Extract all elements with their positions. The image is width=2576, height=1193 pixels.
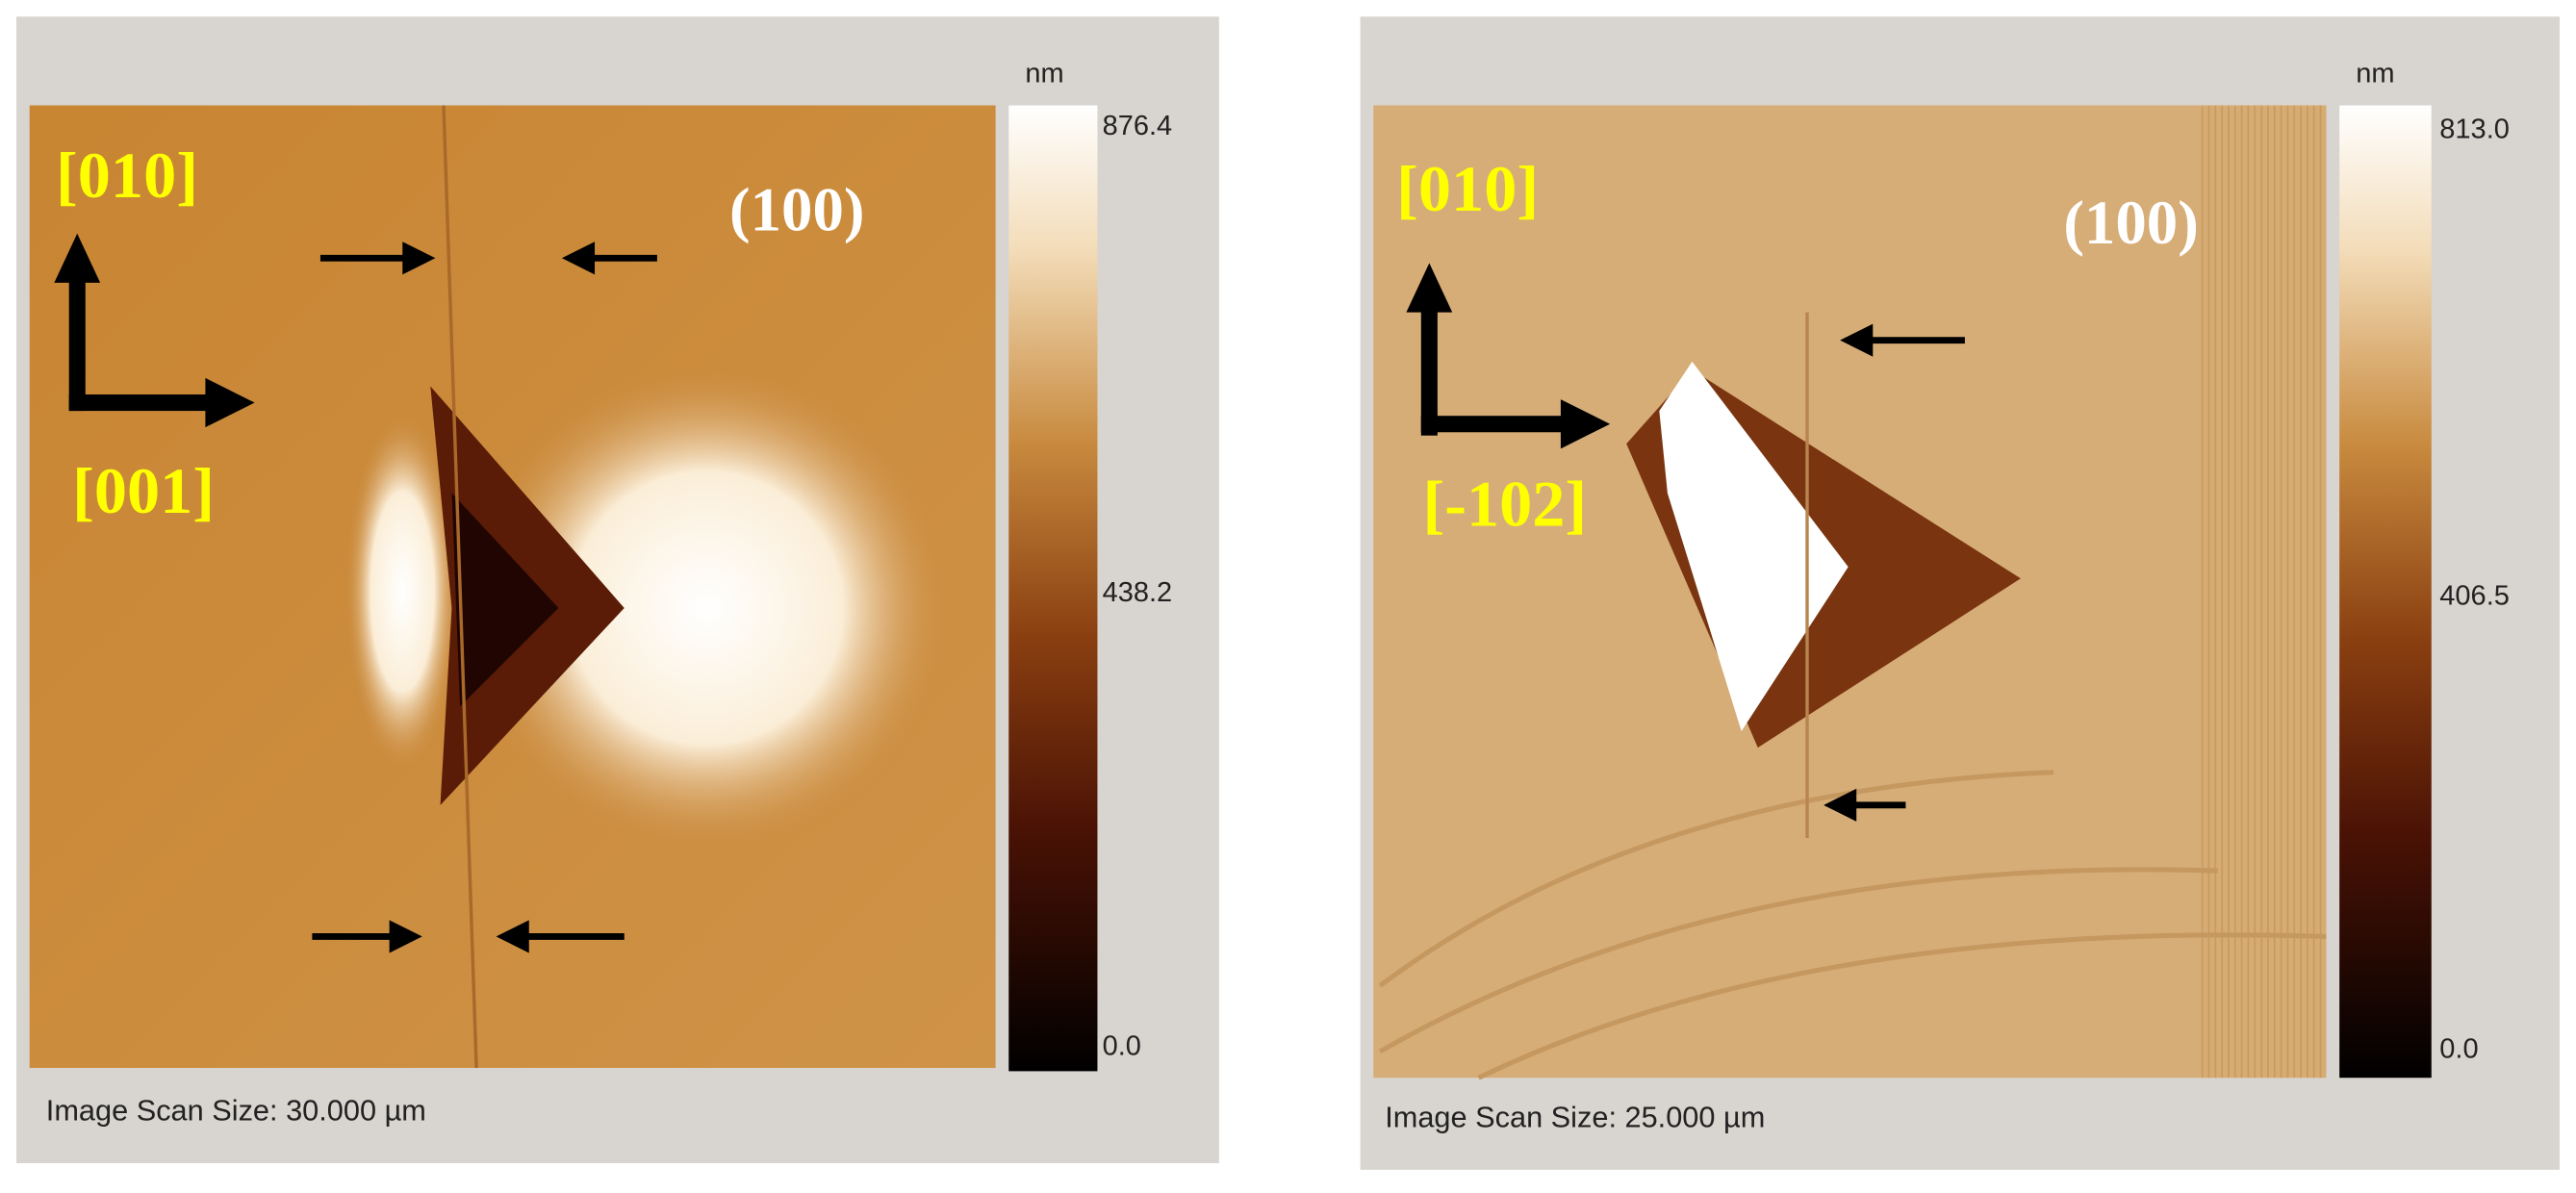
axes-arrows: [1406, 263, 1611, 449]
terraces: [1378, 770, 2327, 1080]
arrows: [312, 241, 657, 953]
crack: [442, 105, 478, 1069]
direction-label: [010]: [1396, 152, 1539, 225]
arrows: [1824, 323, 1965, 822]
colorbar-label: 406.5: [2439, 581, 2510, 612]
direction-label: [-102]: [1422, 468, 1587, 541]
indent: [1659, 361, 1849, 731]
unit: nm: [2356, 59, 2394, 89]
plane-label: (100): [2063, 189, 2199, 258]
colorbar-label: 0.0: [1103, 1030, 1141, 1061]
scan-lines: [2201, 105, 2327, 1079]
axes-arrows: [54, 233, 255, 428]
unit: nm: [1025, 59, 1063, 89]
plane-label: (100): [729, 175, 865, 244]
panel-right: nm 813.0 406.5 0.0 Image Scan Size: 25.0…: [1360, 16, 2560, 1170]
colorbar-label: 876.4: [1103, 111, 1173, 141]
colorbar: [1008, 105, 1098, 1072]
scan-size: Image Scan Size: 25.000 µm: [1385, 1100, 1765, 1133]
indent-core: [451, 493, 559, 707]
scan-size: Image Scan Size: 30.000 µm: [46, 1094, 426, 1128]
direction-label: [010]: [56, 139, 198, 212]
panel-left: nm 876.4 438.2 0.0 Image Scan Size: 30.0…: [16, 16, 1219, 1164]
direction-label: [001]: [72, 454, 215, 527]
pile-up: [344, 411, 461, 773]
colorbar-label: 0.0: [2439, 1034, 2478, 1065]
colorbar-label: 438.2: [1103, 577, 1173, 608]
colorbar: [2339, 105, 2432, 1079]
colorbar-label: 813.0: [2439, 114, 2510, 145]
pile-up: [460, 361, 954, 855]
